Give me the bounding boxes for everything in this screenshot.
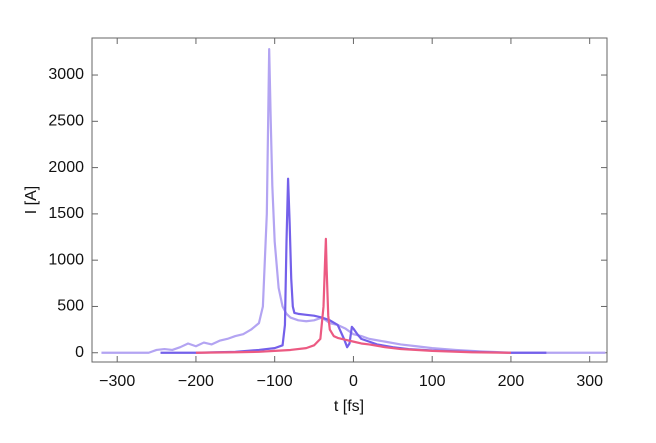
x-tick-label: 0 [349,373,358,390]
x-tick-label: 200 [498,373,525,390]
y-tick-label: 1500 [48,205,84,222]
data-line [195,237,511,354]
y-tick-label: 2000 [48,159,84,176]
data-line [101,48,606,354]
data-line [160,177,547,354]
y-tick-label: 3000 [48,66,84,83]
x-tick-label: 300 [576,373,603,390]
x-tick-label: −300 [99,373,135,390]
y-tick-label: 0 [75,344,84,361]
plot-frame [91,37,608,363]
x-tick-label: −100 [257,373,293,390]
x-axis-label: t [fs] [334,398,364,415]
x-tick-label: −200 [178,373,214,390]
y-axis-label: I [A] [23,186,40,214]
y-tick-label: 2500 [48,113,84,130]
y-tick-label: 1000 [48,251,84,268]
y-tick-label: 500 [57,298,84,315]
x-tick-label: 100 [419,373,446,390]
